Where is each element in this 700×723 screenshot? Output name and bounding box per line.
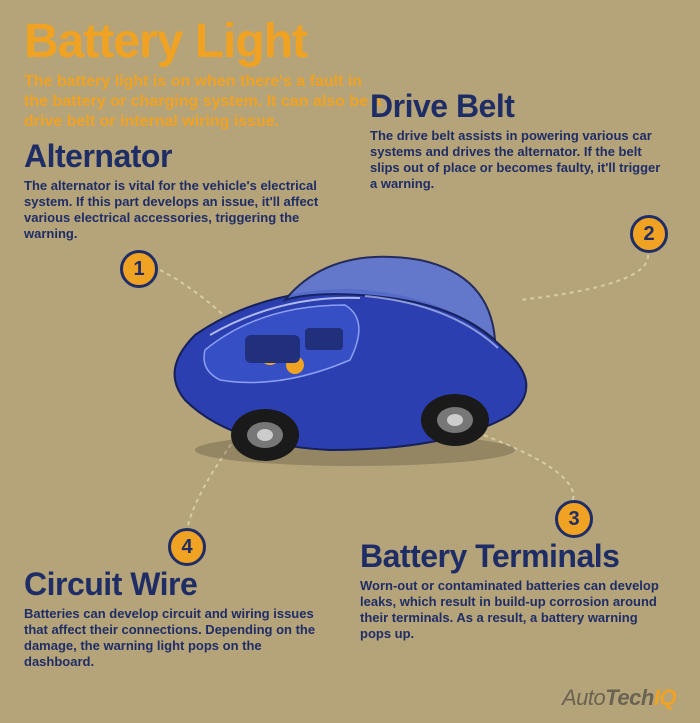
heading-drive-belt: Drive Belt xyxy=(370,90,670,124)
badge-2: 2 xyxy=(630,215,668,253)
section-circuit-wire: Circuit Wire Batteries can develop circu… xyxy=(24,568,334,671)
brand-iq: IQ xyxy=(654,685,676,710)
brand-logo: AutoTechIQ xyxy=(562,685,676,711)
heading-circuit-wire: Circuit Wire xyxy=(24,568,334,602)
badge-4-label: 4 xyxy=(181,536,192,559)
badge-3-label: 3 xyxy=(568,508,579,531)
page-subtitle: The battery light is on when there's a f… xyxy=(24,72,384,132)
badge-1-label: 1 xyxy=(133,258,144,281)
heading-alternator: Alternator xyxy=(24,140,344,174)
heading-battery-terminals: Battery Terminals xyxy=(360,540,670,574)
brand-mid: Tech xyxy=(605,685,654,710)
section-drive-belt: Drive Belt The drive belt assists in pow… xyxy=(370,90,670,193)
badge-4: 4 xyxy=(168,528,206,566)
page-title: Battery Light xyxy=(24,18,676,66)
badge-3: 3 xyxy=(555,500,593,538)
body-battery-terminals: Worn-out or contaminated batteries can d… xyxy=(360,578,670,643)
body-circuit-wire: Batteries can develop circuit and wiring… xyxy=(24,606,334,671)
badge-2-label: 2 xyxy=(643,223,654,246)
section-battery-terminals: Battery Terminals Worn-out or contaminat… xyxy=(360,540,670,643)
car-illustration xyxy=(150,200,550,480)
brand-pre: Auto xyxy=(562,685,605,710)
body-drive-belt: The drive belt assists in powering vario… xyxy=(370,128,670,193)
